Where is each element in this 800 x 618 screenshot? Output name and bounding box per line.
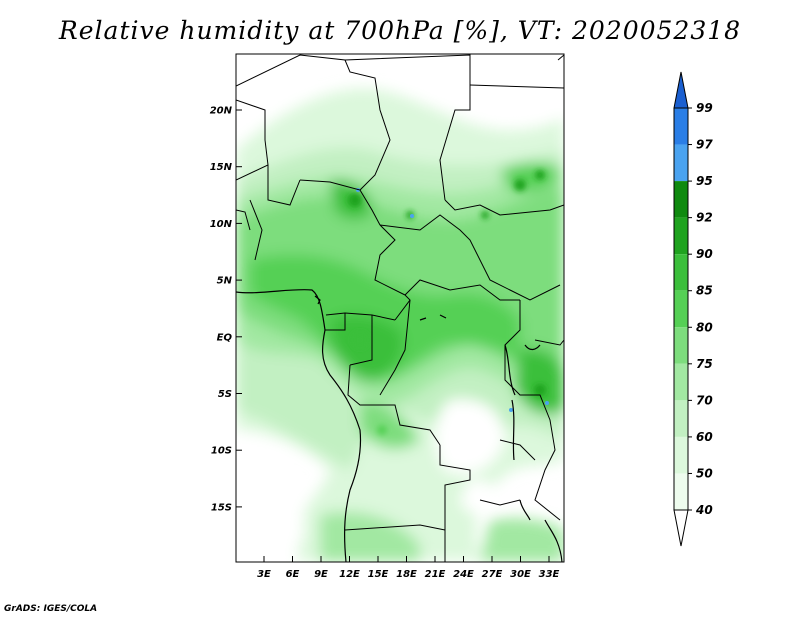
lon-tick-label: 6E	[286, 569, 300, 580]
lon-tick-label: 33E	[539, 569, 560, 580]
lon-tick-label: 30E	[510, 569, 531, 580]
colorbar-segment	[674, 363, 688, 401]
colorbar-segment	[674, 327, 688, 364]
colorbar-segment	[674, 217, 688, 255]
colorbar-label: 60	[696, 430, 713, 444]
colorbar-label: 85	[696, 284, 713, 298]
colorbar-segment	[674, 400, 688, 437]
colorbar-segment	[674, 181, 688, 218]
lat-tick-label: 15N	[210, 162, 233, 173]
lon-tick-label: 15E	[368, 569, 389, 580]
grads-credit: GrADS: IGES/COLA	[4, 604, 98, 614]
lat-tick-label: 10S	[211, 446, 232, 457]
colorbar-frame	[673, 107, 689, 511]
colorbar-label: 50	[696, 466, 713, 480]
longitude-axis: 3E 6E 9E 12E 15E 18E 21E 24E 27E 30E 33E	[257, 556, 560, 580]
map-title: Relative humidity at 700hPa [%], VT: 202…	[58, 16, 742, 45]
lat-tick-label: 5N	[217, 276, 233, 287]
colorbar-label: 92	[696, 211, 713, 225]
lat-tick-label: EQ	[217, 332, 233, 343]
colorbar-max-arrow	[673, 71, 689, 109]
lat-tick-label: 5S	[218, 389, 232, 400]
colorbar-segment	[674, 473, 688, 510]
colorbar-label: 40	[695, 503, 713, 517]
latitude-axis: 20N 15N 10N 5N EQ 5S 10S 15S	[210, 106, 242, 513]
map-frame	[235, 53, 565, 563]
lat-tick-label: 20N	[210, 106, 233, 117]
colorbar-label: 80	[696, 320, 713, 334]
colorbar-label: 90	[696, 247, 713, 261]
lon-tick-label: 3E	[257, 569, 271, 580]
coastline	[236, 289, 563, 562]
lat-tick-label: 10N	[210, 219, 233, 230]
lon-tick-label: 9E	[314, 569, 328, 580]
colorbar-label: 70	[696, 393, 713, 407]
colorbar-segment	[674, 290, 688, 328]
colorbar-label: 75	[696, 357, 713, 371]
colorbar-label: 95	[696, 174, 713, 188]
lat-tick-label: 15S	[211, 502, 232, 513]
lon-tick-label: 27E	[482, 569, 503, 580]
colorbar-segment	[674, 144, 688, 182]
colorbar-label: 97	[696, 138, 713, 152]
humidity-field	[236, 54, 564, 562]
colorbar-label: 99	[696, 101, 713, 115]
colorbar: 99 97 95 92 90 85 80 75 70 60 50 40	[673, 71, 713, 547]
colorbar-min-arrow	[673, 509, 689, 547]
lon-tick-label: 18E	[396, 569, 417, 580]
colorbar-segment	[674, 254, 688, 291]
lon-tick-label: 12E	[339, 569, 360, 580]
country-borders	[236, 54, 564, 562]
lon-tick-label: 24E	[453, 569, 474, 580]
colorbar-segment	[674, 108, 688, 145]
colorbar-segment	[674, 436, 688, 474]
lon-tick-label: 21E	[425, 569, 446, 580]
